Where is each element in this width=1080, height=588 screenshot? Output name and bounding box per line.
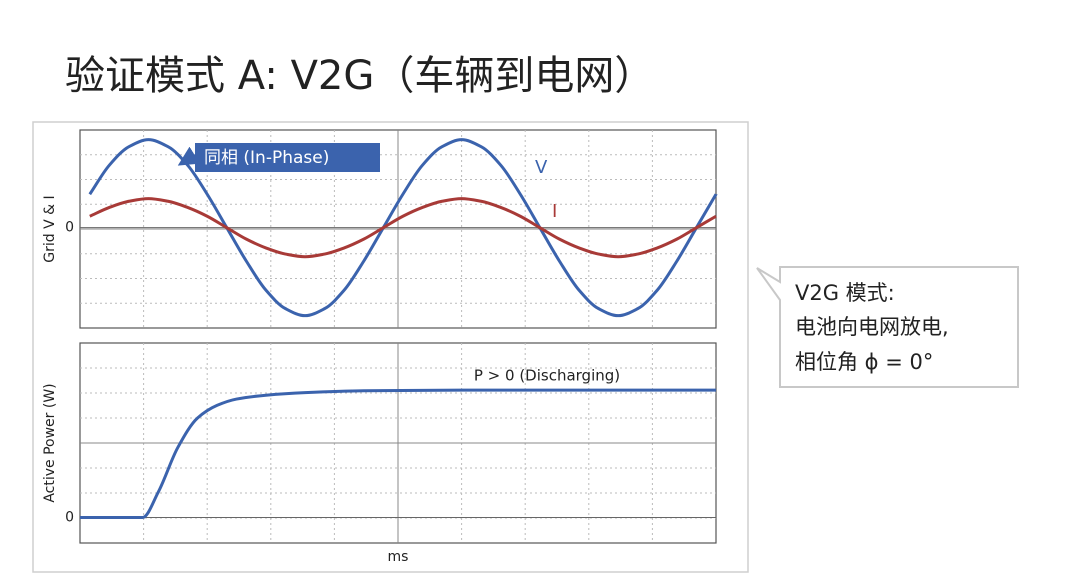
annotation: 同相 (In-Phase) — [204, 148, 329, 168]
frame — [32, 121, 749, 573]
series-label: I — [552, 201, 557, 222]
y-tick-label: 0 — [65, 220, 74, 236]
callout-line: 相位角 ϕ = 0° — [795, 350, 933, 374]
data-line — [89, 197, 717, 259]
y-tick-label: 0 — [65, 510, 74, 526]
y-axis-label: Active Power (W) — [42, 383, 58, 502]
data-line — [80, 388, 716, 520]
annotation-arrow — [177, 146, 201, 166]
annotation-box — [195, 143, 380, 172]
callout-line: 电池向电网放电, — [795, 315, 949, 339]
annotation: P > 0 (Discharging) — [474, 367, 620, 385]
slide-title: 验证模式 A: V2G（车辆到电网） — [65, 53, 654, 99]
x-axis-label: ms — [388, 549, 409, 565]
callout-box — [756, 266, 1019, 388]
series-label: V — [535, 157, 548, 178]
callout-line: V2G 模式: — [795, 281, 895, 305]
data-line — [88, 138, 718, 318]
y-axis-label: Grid V & I — [42, 195, 58, 262]
